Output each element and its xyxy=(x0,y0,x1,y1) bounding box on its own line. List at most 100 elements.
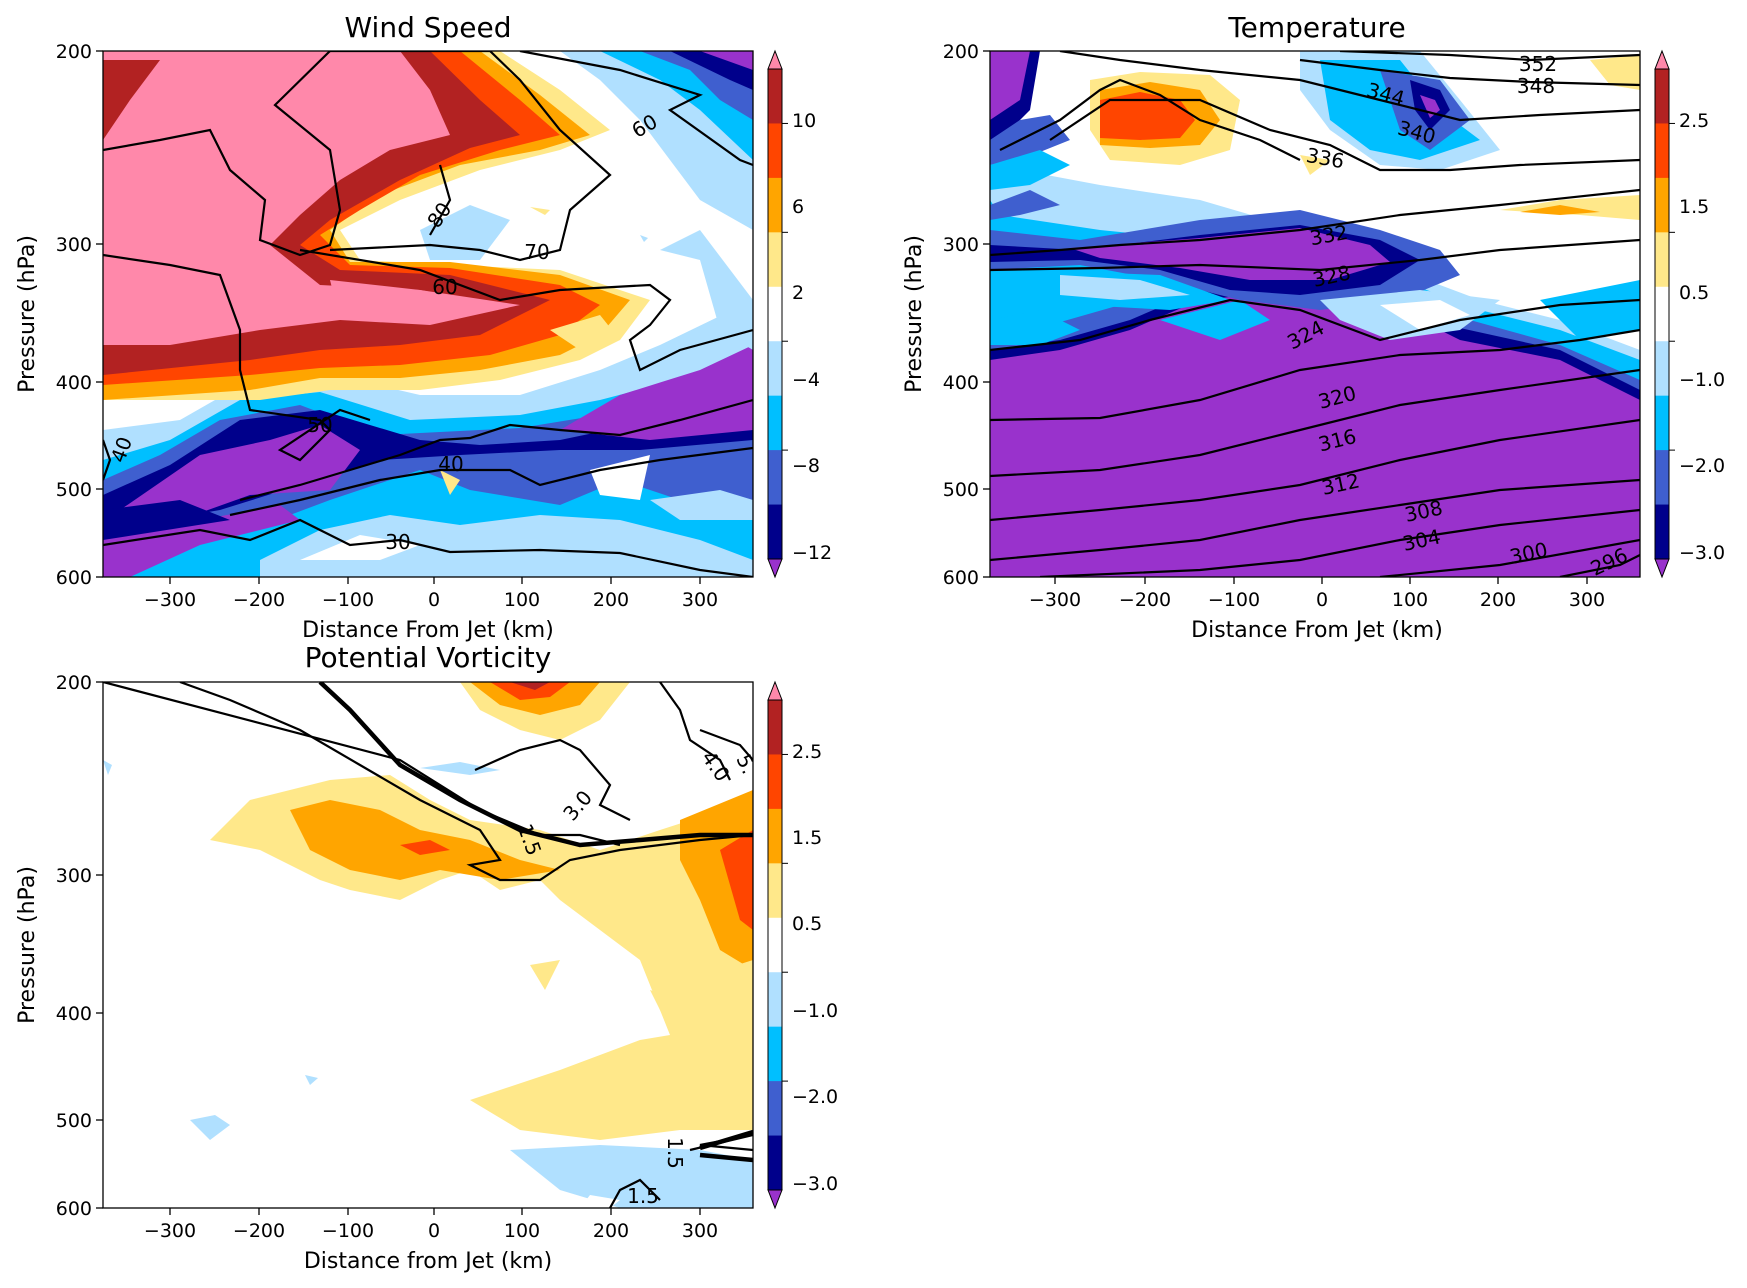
colorbar-extend-min xyxy=(1654,558,1670,579)
colorbar-tick-label: −3.0 xyxy=(792,1173,838,1195)
colorbar-tick-label: −2.0 xyxy=(1679,455,1725,477)
colorbar-segment xyxy=(1655,450,1669,506)
colorbar-segment xyxy=(768,808,782,864)
temp-y-axis-label: Pressure (hPa) xyxy=(902,235,927,393)
colorbar-tick-label: −12 xyxy=(792,542,832,564)
pv-colorbar: 2.5 1.5 0.5 −1.0 −2.0 −3.0 xyxy=(767,680,838,1210)
colorbar-segment xyxy=(1655,395,1669,451)
pv-title: Potential Vorticity xyxy=(305,641,552,674)
colorbar-segment xyxy=(1655,69,1669,124)
colorbar-segment xyxy=(768,69,782,124)
temp-title: Temperature xyxy=(1227,11,1405,44)
x-tick-label: −200 xyxy=(1119,589,1171,611)
colorbar-tick-label: 10 xyxy=(792,110,816,132)
colorbar-extend-max xyxy=(767,49,783,70)
y-tick-label: 500 xyxy=(56,479,92,501)
colorbar-segment xyxy=(768,863,782,919)
y-tick-label: 200 xyxy=(943,41,979,63)
temp-x-axis-label: Distance From Jet (km) xyxy=(1191,618,1443,643)
colorbar-segment xyxy=(1655,123,1669,179)
y-tick-label: 600 xyxy=(56,1198,92,1220)
x-tick-label: −100 xyxy=(322,1220,374,1242)
pv-x-axis-label: Distance from Jet (km) xyxy=(304,1249,552,1274)
colorbar-tick-label: −1.0 xyxy=(1679,369,1725,391)
colorbar-segment xyxy=(768,917,782,973)
colorbar-tick-label: −2.0 xyxy=(792,1086,838,1108)
pv-x-tick-labels: −300 −200 −100 0 100 200 300 xyxy=(144,1220,718,1242)
colorbar-tick-label: 2.5 xyxy=(792,741,822,763)
y-tick-label: 600 xyxy=(56,567,92,589)
colorbar-tick-label: −3.0 xyxy=(1679,542,1725,564)
contour-label: 40 xyxy=(438,452,463,476)
x-tick-label: 300 xyxy=(1569,589,1605,611)
x-tick-label: −100 xyxy=(322,589,374,611)
colorbar-segment xyxy=(768,286,782,342)
pv-y-tick-labels: 200 300 400 500 600 xyxy=(56,672,92,1220)
colorbar-tick-label: −8 xyxy=(792,455,820,477)
x-tick-label: −200 xyxy=(233,1220,285,1242)
colorbar-segment xyxy=(1655,177,1669,233)
temperature-panel: Temperature xyxy=(902,11,1725,643)
pv-panel: Potential Vorticity xyxy=(15,641,838,1274)
colorbar-segment xyxy=(768,972,782,1028)
contour-label: 70 xyxy=(524,240,549,264)
colorbar-frame xyxy=(767,68,783,560)
contour-label: 30 xyxy=(385,530,410,554)
colorbar-segment xyxy=(768,177,782,233)
colorbar-tick-label: 2.5 xyxy=(1679,110,1709,132)
colorbar-tick-label: −4 xyxy=(792,369,820,391)
colorbar-segment xyxy=(768,1081,782,1137)
colorbar-frame xyxy=(767,699,783,1191)
x-tick-label: 0 xyxy=(1316,589,1328,611)
y-tick-label: 300 xyxy=(56,234,92,256)
wind-speed-panel: Wind Speed xyxy=(15,11,832,643)
y-tick-label: 400 xyxy=(56,1003,92,1025)
pv-axes-frame xyxy=(102,681,754,1209)
colorbar-segment xyxy=(1655,504,1669,560)
x-tick-label: −300 xyxy=(1029,589,1081,611)
temp-filled-contours xyxy=(990,51,1640,577)
colorbar-segment xyxy=(768,450,782,506)
colorbar-extend-max xyxy=(767,680,783,701)
x-tick-label: 200 xyxy=(593,589,629,611)
x-tick-label: −300 xyxy=(144,1220,196,1242)
wind-tick-marks xyxy=(96,50,701,584)
y-tick-label: 600 xyxy=(943,567,979,589)
colorbar-tick-label: 1.5 xyxy=(1679,196,1709,218)
y-tick-label: 200 xyxy=(56,672,92,694)
colorbar-segment xyxy=(768,1135,782,1191)
colorbar-segment xyxy=(768,1026,782,1082)
contour-label: 352 xyxy=(1519,52,1557,76)
wind-axes-frame xyxy=(102,50,754,578)
x-tick-label: 0 xyxy=(428,1220,440,1242)
x-tick-label: 100 xyxy=(1392,589,1428,611)
x-tick-label: 200 xyxy=(593,1220,629,1242)
contour-label: 1.5 xyxy=(627,1184,659,1208)
wind-title: Wind Speed xyxy=(344,11,511,44)
contour-label: 1.5 xyxy=(663,1137,687,1169)
colorbar-tick-label: 2 xyxy=(792,282,804,304)
colorbar-segment xyxy=(768,232,782,288)
colorbar-segment xyxy=(768,504,782,560)
x-tick-label: 200 xyxy=(1480,589,1516,611)
colorbar-extend-min xyxy=(767,558,783,579)
colorbar-tick-label: 0.5 xyxy=(792,913,822,935)
colorbar-extend-min xyxy=(767,1189,783,1210)
y-tick-label: 400 xyxy=(943,372,979,394)
colorbar-segment xyxy=(768,395,782,451)
colorbar-extend-max xyxy=(1654,49,1670,70)
temp-axes-frame xyxy=(989,50,1641,578)
temp-y-tick-labels: 200 300 400 500 600 xyxy=(943,41,979,589)
colorbar-segment xyxy=(768,341,782,397)
x-tick-label: −200 xyxy=(233,589,285,611)
contour-label: 60 xyxy=(432,275,457,299)
x-tick-label: 300 xyxy=(682,1220,718,1242)
pv-filled-contours xyxy=(103,682,753,1208)
colorbar-tick-label: 0.5 xyxy=(1679,282,1709,304)
colorbar-segment xyxy=(1655,286,1669,342)
x-tick-label: 100 xyxy=(504,589,540,611)
x-tick-label: −300 xyxy=(144,589,196,611)
wind-x-axis-label: Distance From Jet (km) xyxy=(302,618,554,643)
wind-y-axis-label: Pressure (hPa) xyxy=(15,235,40,393)
